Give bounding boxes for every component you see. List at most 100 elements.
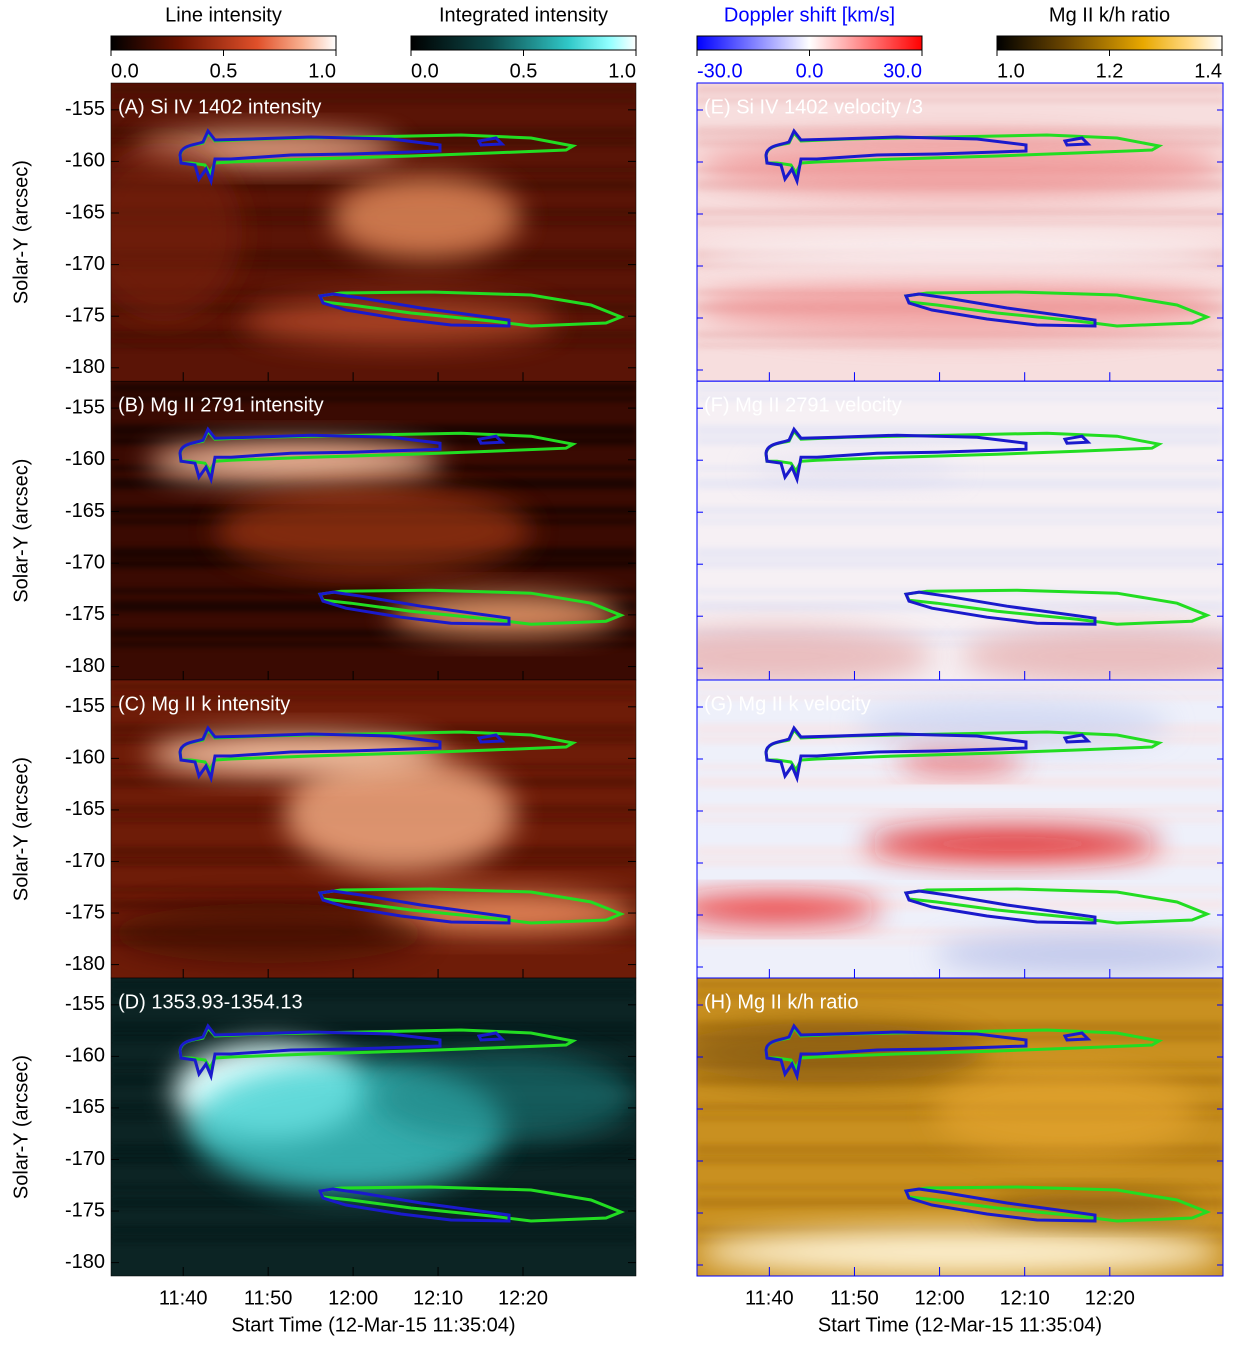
y-tick-label: -175: [65, 304, 105, 326]
colorbar-tick-label: 30.0: [883, 60, 922, 82]
y-tick-label: -175: [65, 901, 105, 923]
heatmap-stripe: [697, 220, 1223, 226]
heatmap-stripe: [111, 1033, 636, 1042]
heatmap-stripe: [697, 776, 1223, 788]
heatmap-stripe: [697, 939, 1223, 945]
x-tick-label: 11:40: [745, 1287, 794, 1309]
colorbar: [996, 35, 1223, 51]
y-axis-label: Solar-Y (arcsec): [10, 459, 32, 603]
heatmap-stripe: [697, 1156, 1223, 1165]
colorbar-title: Line intensity: [165, 4, 282, 26]
heatmap-stripe: [697, 817, 1223, 823]
colorbar-tick-label: 1.0: [997, 60, 1025, 82]
colorbar-tick-label: -30.0: [697, 60, 743, 82]
colorbar-tick-label: 1.4: [1194, 60, 1222, 82]
panel-title: (D) 1353.93-1354.13: [118, 991, 303, 1013]
heatmap-stripe: [111, 723, 636, 735]
x-tick-label: 12:20: [498, 1287, 548, 1309]
heatmap-stripe: [697, 126, 1223, 138]
heatmap-stripe: [697, 805, 1223, 814]
heatmap-stripe: [111, 682, 636, 691]
colorbar: [410, 35, 637, 51]
heatmap: [697, 978, 1223, 1276]
heatmap-feature: [697, 626, 934, 680]
heatmap-feature: [697, 1228, 1223, 1276]
heatmap-stripe: [697, 506, 1223, 515]
colorbar-tick-label: 0.0: [111, 60, 139, 82]
heatmap-stripe: [111, 424, 636, 436]
heatmap: [111, 978, 636, 1276]
heatmap-stripe: [697, 694, 1223, 700]
heatmap-stripe: [697, 992, 1223, 998]
heatmap-stripe: [111, 478, 636, 490]
heatmap-stripe: [111, 641, 636, 647]
y-tick-label: -165: [65, 500, 105, 522]
heatmap-stripe: [697, 85, 1223, 94]
heatmap: [111, 381, 636, 680]
y-axis-label: Solar-Y (arcsec): [10, 1055, 32, 1199]
y-tick-label: -170: [65, 551, 105, 573]
heatmap-feature: [933, 1067, 1197, 1157]
panel-title: (H) Mg II k/h ratio: [704, 991, 858, 1013]
heatmap-stripe: [111, 1021, 636, 1033]
heatmap-stripe: [111, 437, 636, 446]
y-tick-label: -155: [65, 993, 105, 1015]
colorbar-tick-label: 0.5: [510, 60, 538, 82]
heatmap-stripe: [697, 641, 1223, 647]
heatmap-stripe: [697, 97, 1223, 103]
heatmap-stripe: [697, 980, 1223, 989]
heatmap-stripe: [697, 1143, 1223, 1155]
heatmap-stripe: [697, 396, 1223, 402]
heatmap-stripe: [697, 547, 1223, 559]
colorbar-tick-label: 0.0: [411, 60, 439, 82]
heatmap-feature: [865, 826, 1160, 862]
heatmap-feature: [986, 1192, 1197, 1223]
x-tick-label: 11:40: [159, 1287, 208, 1309]
y-tick-label: -160: [65, 747, 105, 769]
y-tick-label: -160: [65, 448, 105, 470]
heatmap-feature: [331, 175, 521, 259]
heatmap-stripe: [697, 858, 1223, 867]
heatmap-stripe: [111, 1225, 636, 1234]
y-tick-label: -180: [65, 1251, 105, 1273]
heatmap-stripe: [111, 396, 636, 402]
heatmap-stripe: [111, 97, 636, 103]
colorbar-tick-label: 1.0: [308, 60, 336, 82]
heatmap-feature: [111, 903, 426, 964]
heatmap-stripe: [697, 343, 1223, 349]
panel-title: (B) Mg II 2791 intensity: [118, 394, 324, 416]
heatmap: [697, 680, 1223, 978]
heatmap-stripe: [697, 1021, 1223, 1033]
heatmap-stripe: [111, 1237, 636, 1243]
y-tick-label: -160: [65, 150, 105, 172]
heatmap-stripe: [111, 261, 636, 270]
colorbar: [110, 35, 337, 51]
colorbar-tick-label: 0.5: [210, 60, 238, 82]
y-tick-label: -155: [65, 98, 105, 120]
x-tick-label: 12:10: [1000, 1287, 1050, 1309]
colorbar-tick-label: 1.0: [608, 60, 636, 82]
heatmap-feature: [389, 593, 621, 636]
heatmap-stripe: [697, 465, 1223, 471]
heatmap-feature: [933, 933, 1223, 976]
panel-title: (C) Mg II k intensity: [118, 693, 290, 715]
x-tick-label: 12:00: [328, 1287, 378, 1309]
y-tick-label: -165: [65, 201, 105, 223]
heatmap-feature: [697, 894, 882, 925]
heatmap-stripe: [697, 682, 1223, 691]
heatmap-stripe: [697, 437, 1223, 446]
heatmap-feature: [854, 700, 1171, 749]
heatmap-stripe: [697, 478, 1223, 490]
panel-title: (F) Mg II 2791 velocity: [704, 394, 902, 416]
heatmap-feature: [960, 626, 1223, 680]
heatmap-stripe: [697, 1074, 1223, 1086]
panel-frame: [110, 977, 637, 1277]
heatmap-stripe: [111, 383, 636, 392]
colorbar-tick-label: 0.0: [796, 60, 824, 82]
heatmap-stripe: [697, 518, 1223, 524]
heatmap-stripe: [111, 980, 636, 989]
y-tick-label: -180: [65, 356, 105, 378]
x-tick-label: 11:50: [830, 1287, 879, 1309]
x-axis-label: Start Time (12-Mar-15 11:35:04): [818, 1314, 1102, 1336]
